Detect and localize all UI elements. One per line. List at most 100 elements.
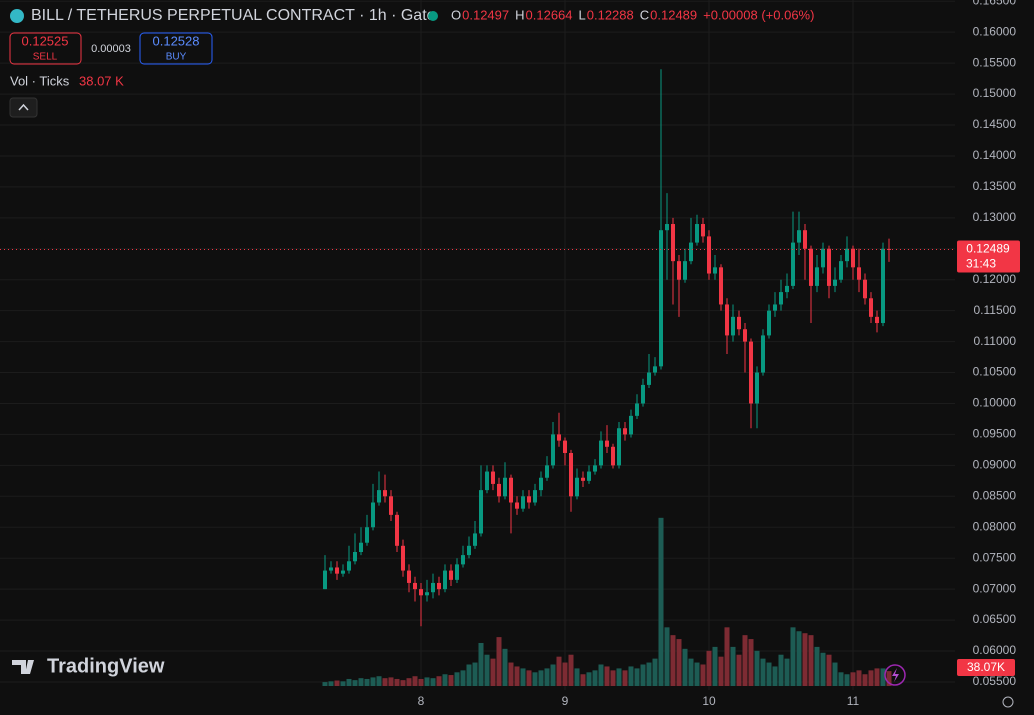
volume-bar bbox=[532, 672, 538, 686]
volume-bar bbox=[478, 642, 484, 686]
volume-bar bbox=[682, 648, 688, 686]
ohlc-label: H bbox=[515, 7, 524, 22]
volume-bar bbox=[658, 517, 664, 686]
y-tick-label: 0.14500 bbox=[973, 117, 1017, 131]
status-dot bbox=[428, 11, 438, 21]
candle-body bbox=[581, 477, 585, 481]
volume-bar bbox=[844, 674, 850, 686]
chart-title: BILL / TETHERUS PERPETUAL CONTRACT · 1h … bbox=[31, 7, 436, 24]
volume-bar bbox=[826, 654, 832, 686]
alert-bolt[interactable] bbox=[892, 668, 899, 682]
volume-bar bbox=[568, 654, 574, 686]
last-price-tag bbox=[957, 240, 1020, 273]
volume-bar bbox=[706, 650, 712, 686]
ohlc-label: O bbox=[451, 7, 461, 22]
candle-body bbox=[455, 564, 459, 580]
candle-body bbox=[629, 415, 633, 435]
collapse-icon[interactable] bbox=[18, 103, 29, 111]
candle-body bbox=[617, 428, 621, 466]
volume-bar bbox=[382, 678, 388, 686]
volume-bar bbox=[496, 637, 502, 686]
ohlc-label: L bbox=[579, 7, 586, 22]
countdown: 31:43 bbox=[966, 257, 996, 271]
x-tick-label: 10 bbox=[702, 694, 716, 708]
y-tick-label: 0.05500 bbox=[973, 674, 1017, 688]
ohlc-legend: O 0.12497 H 0.12664 L 0.12288 C 0.12489 +0.00008… bbox=[451, 7, 814, 22]
candle-body bbox=[431, 582, 435, 593]
candle-body bbox=[353, 552, 357, 562]
volume-bar bbox=[790, 627, 796, 686]
buy-price[interactable]: 0.12528 bbox=[153, 33, 200, 48]
candle-body bbox=[323, 570, 327, 590]
volume-bar bbox=[406, 678, 412, 686]
volume-bar bbox=[676, 639, 682, 686]
candle-body bbox=[641, 384, 645, 404]
candle-body bbox=[779, 292, 783, 305]
volume-bar bbox=[466, 664, 472, 686]
candle-body bbox=[443, 570, 447, 590]
candle-body bbox=[773, 304, 777, 311]
candle-body bbox=[503, 477, 507, 497]
volume-bar bbox=[460, 670, 466, 686]
candle-body bbox=[737, 316, 741, 330]
candle-body bbox=[593, 465, 597, 472]
axis-background bbox=[955, 0, 1034, 715]
candle-body bbox=[371, 502, 375, 528]
volume-bar bbox=[880, 668, 886, 686]
candle-body bbox=[491, 471, 495, 484]
y-tick-label: 0.14000 bbox=[973, 148, 1017, 162]
volume-bar bbox=[616, 668, 622, 686]
volume-bar bbox=[436, 676, 442, 686]
volume-bar bbox=[754, 650, 760, 686]
candle-body bbox=[467, 545, 471, 556]
y-tick-label: 0.07500 bbox=[973, 550, 1017, 564]
x-tick-label: 11 bbox=[847, 694, 860, 708]
candle-body bbox=[815, 267, 819, 286]
settings-icon[interactable] bbox=[1002, 696, 1014, 708]
volume-bar bbox=[742, 635, 748, 686]
volume-bar bbox=[508, 662, 514, 686]
volume-bar bbox=[484, 654, 490, 686]
sell-label[interactable]: SELL bbox=[33, 52, 58, 63]
volume-bar bbox=[544, 668, 550, 686]
candle-body bbox=[485, 471, 489, 491]
candle-body bbox=[383, 490, 387, 497]
collapse-button[interactable] bbox=[9, 97, 38, 118]
volume-bar bbox=[526, 670, 532, 686]
volume-bar bbox=[598, 664, 604, 686]
y-tick-label: 0.16000 bbox=[973, 24, 1017, 38]
volume-bar bbox=[814, 646, 820, 686]
volume-bar bbox=[376, 676, 382, 686]
volume-bar bbox=[850, 672, 856, 686]
volume-bar bbox=[586, 672, 592, 686]
volume-bar bbox=[718, 656, 724, 686]
volume-bar bbox=[370, 677, 376, 686]
candle-body bbox=[329, 567, 333, 571]
buy-label[interactable]: BUY bbox=[166, 52, 187, 63]
volume-bar bbox=[730, 646, 736, 686]
candle-body bbox=[881, 248, 885, 324]
candle-body bbox=[713, 267, 717, 274]
volume-current: 38.07 K bbox=[79, 73, 124, 88]
candle-body bbox=[749, 341, 753, 404]
candle-body bbox=[803, 230, 807, 249]
volume-bar bbox=[322, 682, 328, 686]
sell-button[interactable] bbox=[9, 32, 82, 65]
candle-body bbox=[695, 224, 699, 243]
candle-body bbox=[689, 242, 693, 262]
volume-bar bbox=[688, 658, 694, 686]
volume-bar bbox=[808, 635, 814, 686]
volume-tag: 38.07K bbox=[967, 660, 1005, 674]
alert-icon[interactable] bbox=[884, 664, 906, 686]
candle-body bbox=[791, 242, 795, 286]
buy-button[interactable] bbox=[139, 32, 213, 65]
last-price-label: 0.12489 bbox=[966, 242, 1010, 256]
candle-body bbox=[653, 366, 657, 373]
sell-price[interactable]: 0.12525 bbox=[22, 33, 69, 48]
volume-bar bbox=[886, 671, 892, 686]
y-tick-label: 0.08000 bbox=[973, 519, 1017, 533]
volume-bar bbox=[424, 677, 430, 686]
candle-body bbox=[767, 310, 771, 336]
candle-body bbox=[671, 224, 675, 262]
candle-body bbox=[635, 403, 639, 416]
